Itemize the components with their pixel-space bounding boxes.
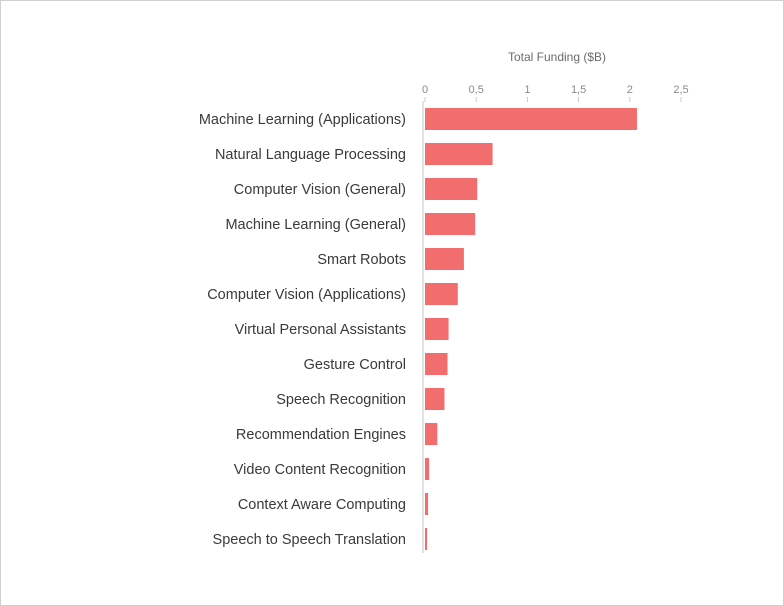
bar [425, 143, 493, 165]
x-axis-ticks: 0 0,5 1 1,5 2 2,5 [422, 84, 689, 102]
bar [425, 528, 428, 550]
bars [425, 108, 637, 550]
category-label: Recommendation Engines [236, 427, 406, 443]
bar [425, 388, 445, 410]
category-labels: Machine Learning (Applications) Natural L… [199, 112, 406, 548]
category-label: Machine Learning (General) [225, 217, 406, 233]
category-label: Natural Language Processing [215, 147, 406, 163]
bar [425, 178, 478, 200]
bar [425, 318, 449, 340]
category-label: Speech to Speech Translation [213, 532, 406, 548]
category-label: Computer Vision (General) [234, 182, 406, 198]
bar [425, 493, 429, 515]
bar [425, 108, 637, 130]
bar [425, 213, 476, 235]
bar [425, 283, 458, 305]
category-label: Machine Learning (Applications) [199, 112, 406, 128]
x-tick-label: 1 [524, 84, 530, 96]
category-label: Virtual Personal Assistants [235, 322, 406, 338]
category-label: Speech Recognition [276, 392, 406, 408]
bar [425, 458, 430, 480]
category-label: Gesture Control [304, 357, 406, 373]
category-label: Context Aware Computing [238, 497, 406, 513]
category-label: Smart Robots [317, 252, 406, 268]
bar [425, 423, 438, 445]
bar [425, 248, 464, 270]
x-axis-title: Total Funding ($B) [508, 50, 606, 64]
x-tick-label: 0 [422, 84, 428, 96]
category-label: Computer Vision (Applications) [207, 287, 406, 303]
bar [425, 353, 448, 375]
x-tick-label: 0,5 [469, 84, 484, 96]
x-tick-label: 2,5 [673, 84, 688, 96]
x-tick-label: 2 [627, 84, 633, 96]
x-tick-label: 1,5 [571, 84, 586, 96]
category-label: Video Content Recognition [234, 462, 406, 478]
